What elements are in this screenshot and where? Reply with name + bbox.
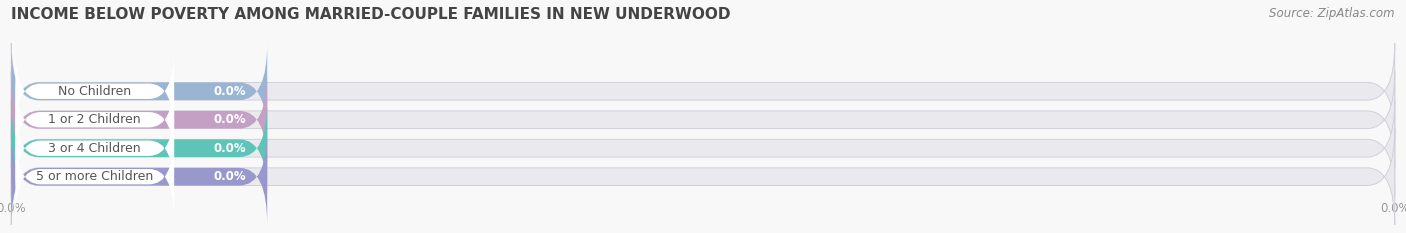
- Text: 0.0%: 0.0%: [214, 142, 246, 155]
- FancyBboxPatch shape: [15, 48, 174, 135]
- Text: INCOME BELOW POVERTY AMONG MARRIED-COUPLE FAMILIES IN NEW UNDERWOOD: INCOME BELOW POVERTY AMONG MARRIED-COUPL…: [11, 7, 731, 22]
- Text: 1 or 2 Children: 1 or 2 Children: [48, 113, 141, 126]
- Text: 5 or more Children: 5 or more Children: [37, 170, 153, 183]
- FancyBboxPatch shape: [11, 72, 1395, 168]
- FancyBboxPatch shape: [15, 76, 174, 163]
- FancyBboxPatch shape: [11, 129, 267, 225]
- Text: Source: ZipAtlas.com: Source: ZipAtlas.com: [1270, 7, 1395, 20]
- FancyBboxPatch shape: [11, 100, 1395, 196]
- FancyBboxPatch shape: [11, 72, 267, 168]
- Text: No Children: No Children: [58, 85, 131, 98]
- FancyBboxPatch shape: [11, 100, 267, 196]
- FancyBboxPatch shape: [15, 133, 174, 220]
- FancyBboxPatch shape: [11, 129, 1395, 225]
- Text: 0.0%: 0.0%: [214, 85, 246, 98]
- FancyBboxPatch shape: [15, 105, 174, 192]
- FancyBboxPatch shape: [11, 43, 1395, 139]
- Text: 0.0%: 0.0%: [214, 113, 246, 126]
- FancyBboxPatch shape: [11, 43, 267, 139]
- Text: 3 or 4 Children: 3 or 4 Children: [48, 142, 141, 155]
- Text: 0.0%: 0.0%: [214, 170, 246, 183]
